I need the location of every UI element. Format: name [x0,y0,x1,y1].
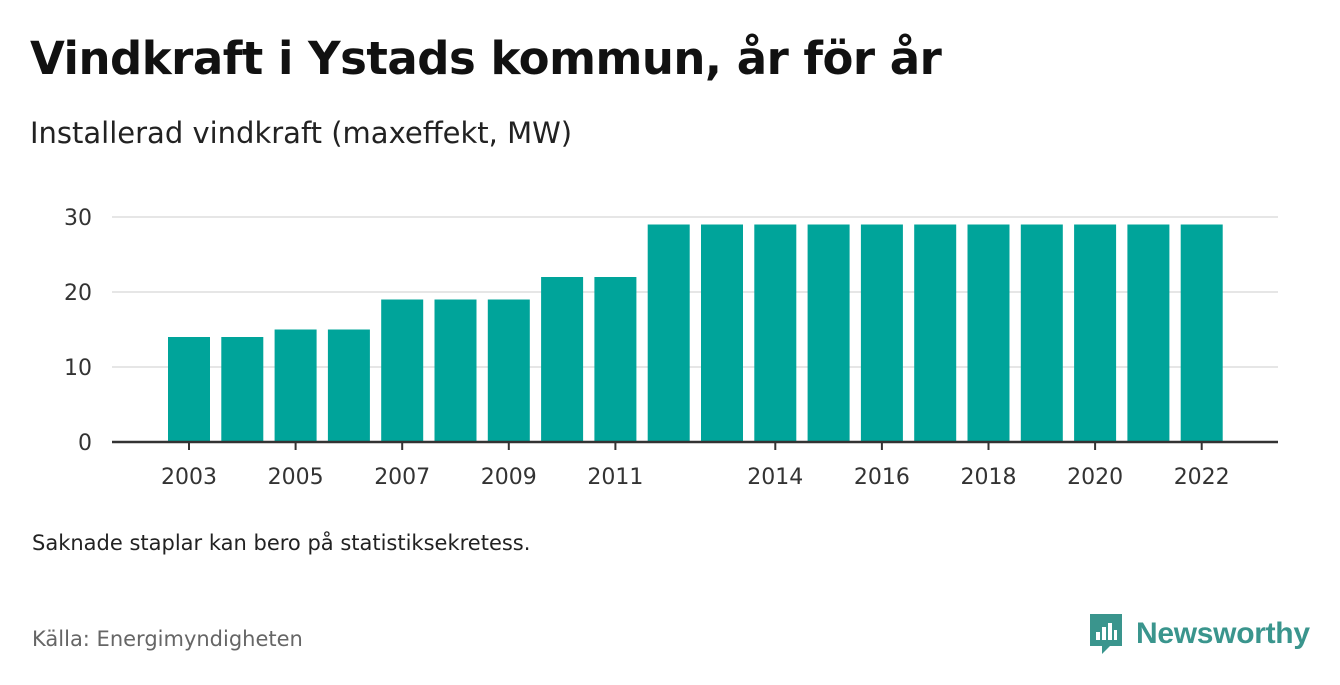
footnote: Saknade staplar kan bero på statistiksek… [32,531,531,555]
y-tick-label: 0 [78,431,92,456]
bar [860,224,903,442]
y-tick-label: 20 [64,281,92,306]
x-tick-label: 2009 [481,465,537,490]
bar [647,224,690,442]
bar [434,299,477,442]
bar [1020,224,1063,442]
bar [487,299,530,442]
bar [594,277,637,442]
bar [967,224,1010,442]
chart-title: Vindkraft i Ystads kommun, år för år [30,32,942,85]
x-tick-label: 2018 [961,465,1017,490]
bar [701,224,743,442]
bar [274,329,317,442]
x-tick-label: 2016 [854,465,910,490]
x-tick-label: 2014 [747,465,803,490]
newsworthy-logo-icon [1090,614,1122,654]
chart-subtitle: Installerad vindkraft (maxeffekt, MW) [30,116,573,150]
source-credit: Källa: Energimyndigheten [32,627,303,651]
x-tick-label: 2005 [268,465,324,490]
x-tick-label: 2003 [161,465,217,490]
bar [327,329,370,442]
bar [1127,224,1170,442]
bar [168,337,210,442]
bar [1180,224,1223,442]
bar [221,337,264,442]
bar [381,299,424,442]
bar [541,277,584,442]
x-tick-label: 2007 [374,465,430,490]
x-tick-label: 2022 [1174,465,1230,490]
y-tick-label: 30 [64,206,92,231]
brand-name: Newsworthy [1136,617,1310,650]
bar [754,224,797,442]
x-tick-label: 2011 [587,465,643,490]
bar-chart: 0 10 20 30 2003 2005 2007 2009 2011 2014 2016 2018 2… [64,206,1278,490]
axes: 0 10 20 30 2003 2005 2007 2009 2011 2014 2016 2018 2… [64,206,1278,490]
x-tick-label: 2020 [1067,465,1123,490]
bar [914,224,957,442]
bar [807,224,850,442]
bar [1074,224,1117,442]
y-tick-label: 10 [64,356,92,381]
brand-logo: Newsworthy [1088,612,1310,656]
bars [168,224,1223,442]
